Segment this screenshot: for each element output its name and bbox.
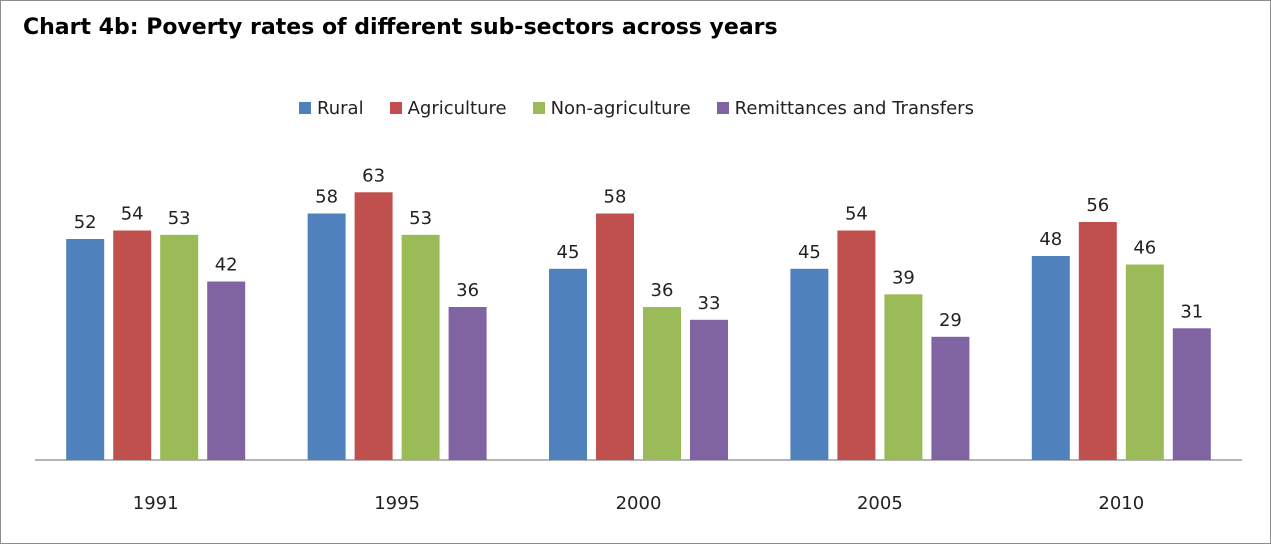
bar-non-agriculture-2005 xyxy=(884,294,923,461)
bar-remittances-and-transfers-2005 xyxy=(931,336,970,461)
bar-agriculture-2005 xyxy=(837,230,876,460)
legend: Rural Agriculture Non-agriculture Remittanc… xyxy=(1,95,1271,121)
bar-agriculture-2000 xyxy=(596,213,634,460)
data-label-remittances-and-transfers-1995: 36 xyxy=(456,280,479,301)
x-tick-label-1995: 1995 xyxy=(374,493,420,514)
legend-item-rural: Rural xyxy=(299,98,364,119)
data-label-remittances-and-transfers-2005: 29 xyxy=(939,310,962,331)
x-tick-label-2005: 2005 xyxy=(857,493,903,514)
bars-layer xyxy=(66,192,1211,461)
bar-non-agriculture-1995 xyxy=(401,234,440,461)
legend-item-non-agriculture: Non-agriculture xyxy=(532,97,691,119)
data-label-agriculture-2010: 56 xyxy=(1086,195,1109,216)
legend-label: Non-agriculture xyxy=(550,97,691,119)
legend-item-remittances-and-transfers: Remittances and Transfers xyxy=(716,97,974,119)
data-labels-layer: 52 54 53 42 58 63 53 36 45 58 36 33 45 54 39 29 48 56 46 31 xyxy=(74,165,1204,330)
bar-remittances-and-transfers-2010 xyxy=(1172,328,1211,461)
x-tick-label-2010: 2010 xyxy=(1098,493,1144,514)
legend-swatch xyxy=(299,102,312,114)
bar-remittances-and-transfers-2000 xyxy=(690,319,728,461)
bar-agriculture-2010 xyxy=(1078,222,1117,460)
bar-rural-2000 xyxy=(549,268,587,461)
chart-title: Chart 4b: Poverty rates of different sub… xyxy=(23,15,778,40)
data-label-rural-1991: 52 xyxy=(74,212,97,233)
data-label-agriculture-1995: 63 xyxy=(362,165,385,186)
data-label-non-agriculture-1995: 53 xyxy=(409,208,432,229)
legend-swatch xyxy=(716,102,729,114)
data-label-rural-1995: 58 xyxy=(315,187,338,208)
data-label-non-agriculture-1991: 53 xyxy=(168,208,191,229)
bar-non-agriculture-1991 xyxy=(160,234,199,461)
data-label-remittances-and-transfers-2010: 31 xyxy=(1180,301,1203,322)
bar-remittances-and-transfers-1991 xyxy=(207,281,246,460)
legend-swatch xyxy=(532,102,545,114)
data-label-rural-2000: 45 xyxy=(557,242,580,263)
bar-remittances-and-transfers-1995 xyxy=(448,307,487,460)
bar-rural-2010 xyxy=(1031,256,1070,460)
data-label-non-agriculture-2005: 39 xyxy=(892,267,915,288)
x-tick-labels: 1991 1995 2000 2005 2010 xyxy=(133,493,1144,514)
data-label-agriculture-2005: 54 xyxy=(845,204,868,225)
bar-non-agriculture-2010 xyxy=(1125,264,1164,460)
data-label-remittances-and-transfers-2000: 33 xyxy=(698,293,721,314)
data-label-non-agriculture-2010: 46 xyxy=(1133,238,1156,259)
legend-item-agriculture: Agriculture xyxy=(389,97,507,119)
data-label-rural-2005: 45 xyxy=(798,242,821,263)
x-tick-label-2000: 2000 xyxy=(616,493,662,514)
data-label-agriculture-2000: 58 xyxy=(604,187,627,208)
x-tick-label-1991: 1991 xyxy=(133,493,179,514)
data-label-rural-2010: 48 xyxy=(1039,229,1062,250)
bar-agriculture-1991 xyxy=(113,230,152,460)
data-label-non-agriculture-2000: 36 xyxy=(651,280,674,301)
bar-rural-1995 xyxy=(307,213,346,460)
data-label-remittances-and-transfers-1991: 42 xyxy=(215,255,238,276)
legend-label: Agriculture xyxy=(407,97,507,119)
bar-rural-2005 xyxy=(790,268,829,461)
data-label-agriculture-1991: 54 xyxy=(121,204,144,225)
bar-agriculture-1995 xyxy=(354,192,393,461)
bar-rural-1991 xyxy=(66,239,105,460)
bar-non-agriculture-2000 xyxy=(643,307,681,460)
legend-swatch xyxy=(389,102,402,114)
legend-label: Remittances and Transfers xyxy=(734,97,974,119)
legend-label: Rural xyxy=(317,97,364,119)
